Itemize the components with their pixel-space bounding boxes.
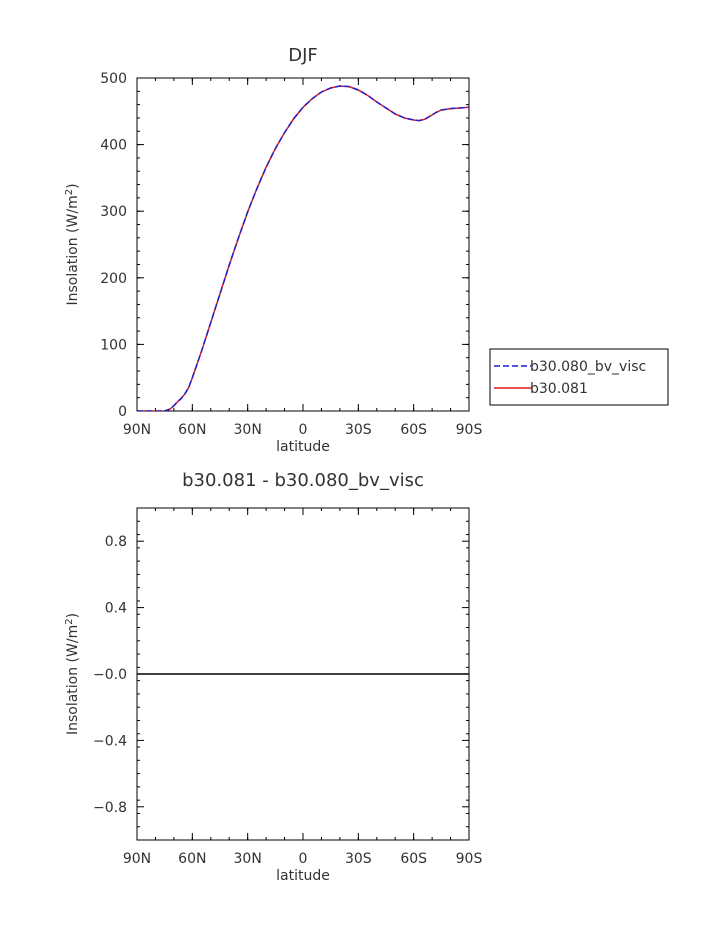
x-tick-label: 30N xyxy=(234,422,262,438)
x-axis-title: latitude xyxy=(276,868,330,884)
x-tick-label: 0 xyxy=(299,851,308,867)
plot-frame xyxy=(136,77,470,412)
x-tick-label: 90N xyxy=(123,422,151,438)
x-tick-label: 90N xyxy=(123,851,151,867)
legend-label: b30.080_bv_visc xyxy=(530,359,646,375)
x-tick-label: 30S xyxy=(345,851,372,867)
y-tick-label: 300 xyxy=(100,204,127,220)
y-tick-label: 0.8 xyxy=(105,534,127,550)
legend-box xyxy=(489,348,669,406)
y-tick-label: −0.4 xyxy=(93,733,127,749)
x-tick-label: 60N xyxy=(178,422,206,438)
difference-chart: 90N 60N 30N 0 30S 60S 90S 0.8 0.4 −0.0 −0.4 −0.8 b30… xyxy=(64,470,482,884)
y-tick-label: 500 xyxy=(100,71,127,87)
x-tick-label: 0 xyxy=(299,422,308,438)
chart-title: DJF xyxy=(288,45,318,66)
y-tick-label: 0 xyxy=(118,404,127,420)
x-tick-label: 30S xyxy=(345,422,372,438)
y-tick-label: −0.0 xyxy=(93,667,127,683)
insolation-chart: 90N 60N 30N 0 30S 60S 90S 0 100 200 300 400 500 DJF la… xyxy=(64,45,482,455)
y-tick-label: 0.4 xyxy=(105,601,127,617)
y-tick-label: −0.8 xyxy=(93,800,127,816)
x-tick-label: 60S xyxy=(400,422,427,438)
series-line-b30-080-bv-visc xyxy=(137,85,469,411)
series-line-b30-081 xyxy=(137,85,469,411)
x-tick-label: 90S xyxy=(456,422,483,438)
x-tick-label: 90S xyxy=(456,851,483,867)
x-tick-label: 30N xyxy=(234,851,262,867)
y-tick-label: 100 xyxy=(100,337,127,353)
chart-title: b30.081 - b30.080_bv_visc xyxy=(182,470,424,491)
x-tick-label: 60N xyxy=(178,851,206,867)
legend-label: b30.081 xyxy=(530,381,588,397)
y-tick-label: 400 xyxy=(100,138,127,154)
x-axis-title: latitude xyxy=(276,439,330,455)
y-axis-title: Insolation (W/m2) xyxy=(64,183,81,305)
y-tick-label: 200 xyxy=(100,271,127,287)
y-axis-title: Insolation (W/m2) xyxy=(64,613,81,735)
legend: b30.080_bv_visc b30.081 xyxy=(489,348,669,406)
x-tick-label: 60S xyxy=(400,851,427,867)
